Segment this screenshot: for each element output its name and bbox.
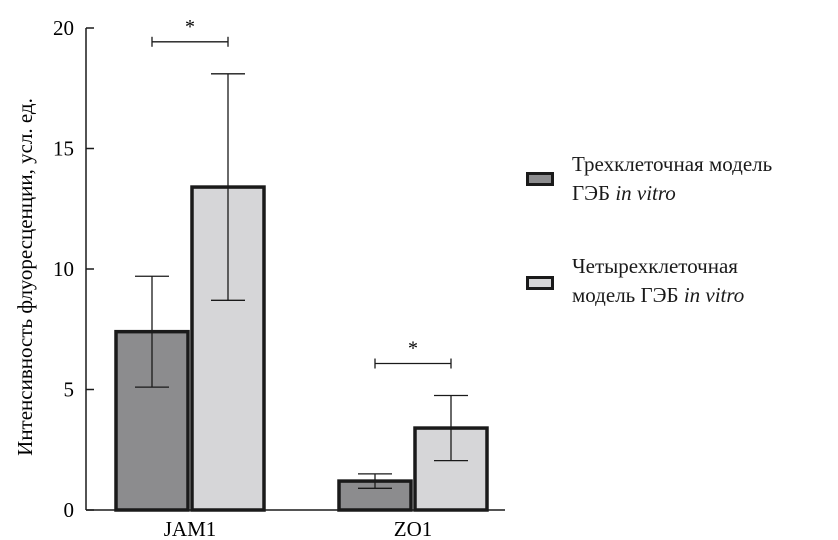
legend-label-italic: in vitro [683,283,745,307]
legend-label-line1: Трехклеточная модель [572,152,773,176]
legend-label-line2: ГЭБ [572,181,616,205]
y-axis-label: Интенсивность флуоресценции, усл. ед. [13,98,37,456]
bar [337,479,413,512]
legend-label-series-2: Четырехклеточная модель ГЭБ in vitro [572,252,744,310]
significance-star: * [408,338,418,360]
legend-item-series-2: Четырехклеточная модель ГЭБ in vitro [526,252,826,332]
error-bars [135,73,468,489]
legend-label-italic: in vitro [615,181,676,205]
legend-swatch-series-1 [526,172,554,186]
bars [114,185,489,512]
legend: Трехклеточная модель ГЭБ in vitro Четыре… [526,150,826,332]
significance-star: * [185,16,195,38]
y-tick-label: 5 [64,378,75,402]
legend-label-line2: модель ГЭБ [572,283,684,307]
x-tick-label: JAM1 [164,517,217,540]
x-tick-label: ZO1 [394,517,433,540]
legend-item-series-1: Трехклеточная модель ГЭБ in vitro [526,150,826,230]
bar [114,329,190,512]
y-tick-label: 10 [53,257,74,281]
y-tick-label: 0 [64,498,75,522]
y-tick-label: 15 [53,137,74,161]
legend-label-line1: Четырехклеточная [572,254,738,278]
significance-markers: ** [151,16,452,369]
legend-swatch-series-2 [526,276,554,290]
legend-label-series-1: Трехклеточная модель ГЭБ in vitro [572,150,772,208]
y-tick-label: 20 [53,16,74,40]
